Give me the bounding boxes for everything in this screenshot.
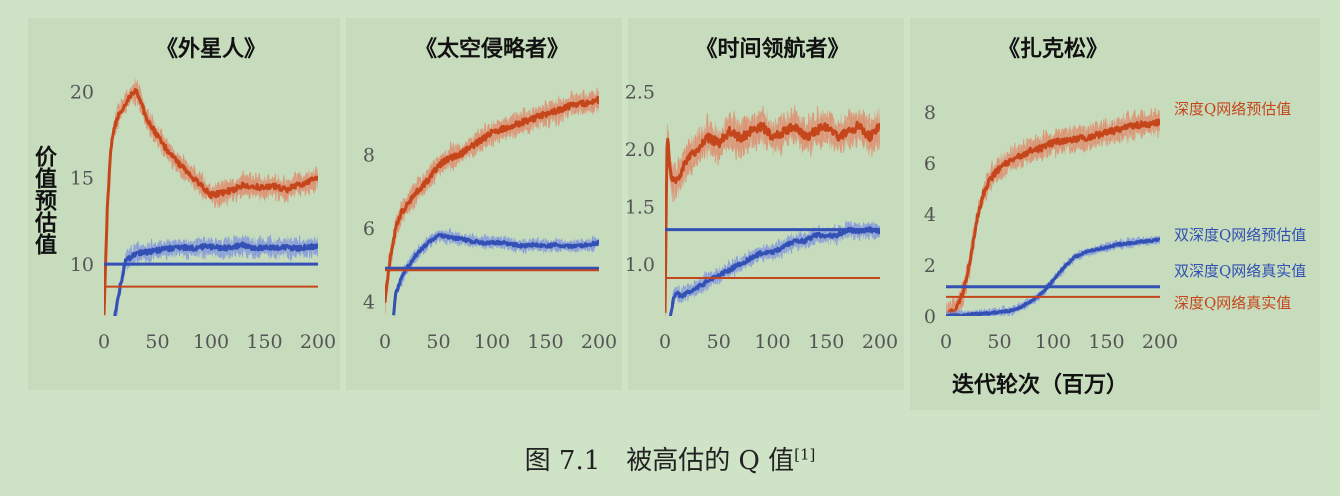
panel-1-backdrop — [28, 18, 340, 390]
y-tick-label: 4 — [924, 204, 936, 226]
legend-label: 双深度Q网络预估值 — [1174, 226, 1306, 244]
series-line-ddqn-estimate — [113, 241, 318, 316]
x-tick-label: 150 — [527, 331, 563, 353]
series-band-dqn-estimate — [946, 107, 1160, 316]
y-axis-label: 价值预估值 — [31, 145, 58, 256]
series-trace-dqn-estimate — [104, 79, 318, 316]
y-tick-label: 1.0 — [625, 254, 655, 276]
chart-panel-1: 《外星人》 0 50 100 150 200 10 15 20 — [70, 36, 336, 353]
series-line-dqn-estimate — [104, 88, 318, 316]
y-tick-label: 6 — [924, 153, 936, 175]
panel-2-backdrop — [346, 18, 622, 390]
y-tick-label: 8 — [363, 145, 375, 167]
y-tick-label: 6 — [363, 218, 375, 240]
x-tick-label: 150 — [1088, 331, 1124, 353]
x-tick-label: 200 — [300, 331, 336, 353]
series-line-dqn-estimate — [385, 95, 599, 303]
y-tick-label: 8 — [924, 102, 936, 124]
figure-caption: 图 7.1 被高估的 Q 值[1] — [0, 440, 1340, 477]
x-tick-label: 150 — [808, 331, 844, 353]
caption-reference: [1] — [794, 445, 816, 464]
y-tick-label: 10 — [70, 254, 94, 276]
x-tick-label: 0 — [659, 331, 671, 353]
y-tick-label: 0 — [924, 306, 936, 328]
series-band-ddqn-estimate — [114, 233, 318, 316]
x-tick-label: 50 — [707, 331, 731, 353]
x-tick-label: 200 — [581, 331, 617, 353]
x-tick-label: 0 — [940, 331, 952, 353]
chart-panel-3: 《时间领航者》 0 50 100 150 200 1.0 1.5 2.0 2.5 — [625, 36, 898, 353]
x-tick-label: 100 — [193, 331, 229, 353]
x-tick-label: 200 — [1142, 331, 1178, 353]
x-tick-label: 100 — [474, 331, 510, 353]
x-tick-label: 150 — [246, 331, 282, 353]
y-tick-label: 15 — [70, 168, 94, 190]
x-tick-label: 100 — [754, 331, 790, 353]
chart-title: 《外星人》 — [156, 36, 266, 62]
chart-title: 《时间领航者》 — [695, 36, 849, 62]
series-line-dqn-estimate — [665, 120, 880, 313]
chart-panel-2: 《太空侵略者》 0 50 100 150 200 4 6 8 — [363, 36, 617, 353]
y-tick-label: 4 — [363, 291, 375, 313]
x-tick-label: 50 — [426, 331, 450, 353]
legend-label: 深度Q网络预估值 — [1174, 100, 1291, 118]
x-tick-label: 100 — [1035, 331, 1071, 353]
y-tick-label: 20 — [70, 81, 94, 103]
y-tick-label: 2.5 — [625, 81, 655, 103]
x-tick-label: 50 — [145, 331, 169, 353]
chart-title: 《太空侵略者》 — [415, 36, 569, 62]
chart-title: 《扎克松》 — [998, 36, 1108, 62]
series-trace-ddqn-estimate — [115, 234, 318, 316]
series-line-dqn-estimate — [946, 118, 1160, 316]
y-tick-label: 1.5 — [625, 197, 655, 219]
x-tick-label: 0 — [98, 331, 110, 353]
panel-3-backdrop — [628, 18, 904, 390]
legend-label: 深度Q网络真实值 — [1174, 294, 1291, 312]
chart-panel-4: 《扎克松》 0 50 100 150 200 0 2 4 6 8 — [924, 36, 1178, 353]
x-axis-label: 迭代轮次（百万） — [952, 372, 1128, 398]
series-line-ddqn-estimate — [668, 226, 880, 316]
x-tick-label: 50 — [987, 331, 1011, 353]
legend-label: 双深度Q网络真实值 — [1174, 262, 1306, 280]
caption-text: 图 7.1 被高估的 Q 值 — [524, 446, 795, 476]
y-tick-label: 2 — [924, 255, 936, 277]
series-band-ddqn-estimate — [393, 228, 599, 316]
y-tick-label: 2.0 — [625, 139, 655, 161]
series-line-ddqn-estimate — [946, 237, 1160, 316]
x-tick-label: 200 — [862, 331, 898, 353]
x-tick-label: 0 — [379, 331, 391, 353]
series-line-ddqn-estimate — [392, 232, 599, 316]
